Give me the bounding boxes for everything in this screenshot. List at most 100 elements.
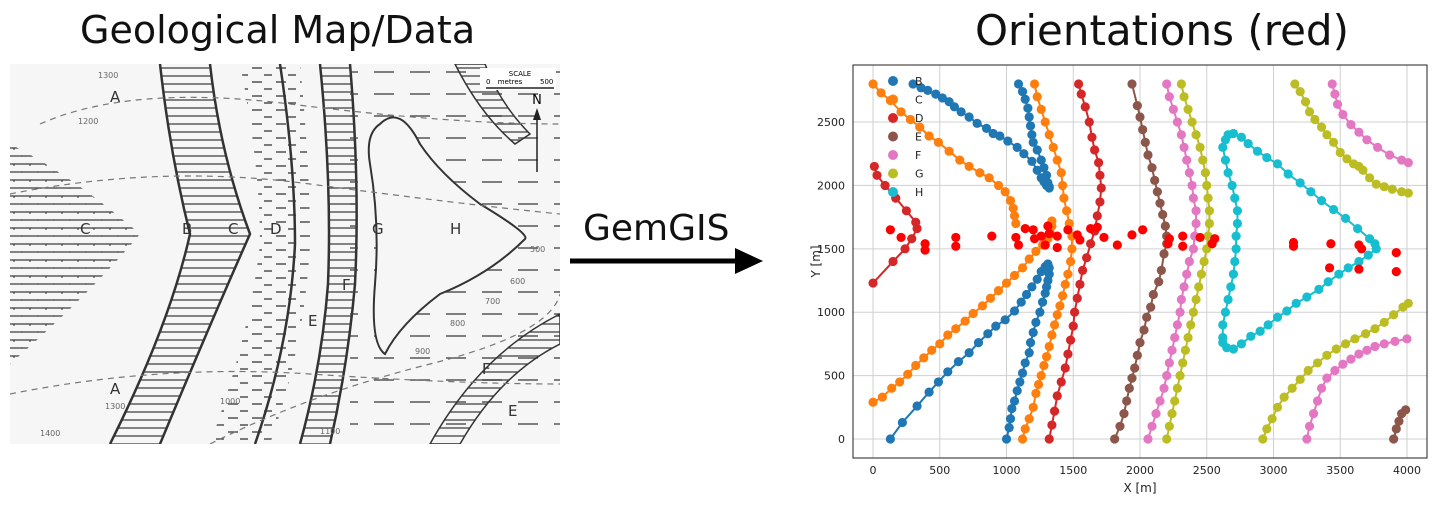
series-point-C	[1057, 291, 1068, 301]
series-point-C	[1039, 360, 1049, 371]
series-point-C	[1040, 117, 1050, 127]
series-point-F	[1362, 135, 1372, 145]
series-point-C	[1044, 341, 1054, 352]
orientation-point	[1020, 223, 1030, 234]
series-point-B	[1004, 422, 1014, 433]
series-point-G	[1195, 142, 1205, 153]
series-point-E	[1124, 383, 1134, 393]
series-point-C	[935, 339, 945, 349]
series-point-C	[1031, 388, 1041, 398]
y-tick-label: 0	[838, 433, 845, 446]
series-point-D	[1060, 363, 1070, 373]
orientation-point	[1063, 225, 1073, 235]
series-point-B	[1009, 306, 1020, 316]
series-point-F	[1176, 130, 1186, 140]
series-point-F	[1164, 92, 1174, 102]
y-tick-label: 500	[824, 370, 845, 383]
series-point-B	[885, 434, 895, 444]
series-point-F	[1172, 320, 1182, 330]
series-point-C	[1052, 155, 1062, 165]
orientation-point	[1178, 231, 1188, 241]
series-point-G	[1290, 79, 1300, 89]
series-point-E	[1152, 187, 1162, 197]
orientation-point	[1391, 267, 1401, 277]
series-point-B	[1020, 94, 1030, 104]
series-point-F	[1385, 150, 1395, 160]
series-point-E	[1135, 338, 1145, 348]
series-point-H	[1226, 282, 1236, 292]
series-point-D	[1056, 377, 1066, 387]
series-point-H	[1295, 178, 1305, 188]
legend-marker-G	[888, 168, 898, 179]
series-point-H	[1354, 256, 1364, 267]
series-point-C	[868, 397, 878, 407]
series-point-H	[1231, 244, 1241, 254]
orientation-point	[1127, 230, 1137, 240]
series-point-B	[953, 357, 964, 367]
series-point-C	[1049, 320, 1060, 330]
orientation-point	[1138, 225, 1148, 235]
series-point-F	[1330, 365, 1340, 376]
series-point-H	[1228, 344, 1239, 354]
svg-text:1200: 1200	[78, 117, 98, 126]
series-point-G	[1170, 396, 1180, 406]
map-unit-label: C	[228, 220, 238, 238]
series-point-B	[1044, 263, 1054, 273]
series-point-B	[933, 377, 944, 387]
series-point-B	[931, 89, 941, 99]
series-point-C	[1057, 180, 1068, 191]
series-point-C	[1055, 301, 1065, 311]
x-tick-label: 0	[870, 464, 877, 477]
series-point-F	[1176, 294, 1186, 305]
series-point-B	[1024, 348, 1034, 358]
series-point-G	[1203, 193, 1213, 203]
series-point-F	[1155, 396, 1165, 406]
series-point-D	[1073, 79, 1084, 89]
series-point-C	[984, 173, 994, 183]
series-point-E	[1115, 421, 1125, 431]
series-point-G	[1360, 329, 1371, 339]
series-point-F	[1316, 383, 1327, 393]
series-point-E	[1135, 112, 1145, 122]
map-unit-label: F	[482, 360, 491, 378]
orientation-point	[1011, 232, 1021, 243]
series-point-E	[1160, 221, 1170, 231]
series-point-D	[1092, 211, 1102, 221]
series-point-H	[1220, 155, 1231, 165]
series-point-H	[1255, 326, 1265, 336]
series-point-C	[911, 360, 921, 371]
svg-text:800: 800	[450, 319, 465, 328]
series-point-G	[1304, 107, 1315, 117]
series-point-B	[1000, 315, 1010, 325]
orientation-point	[987, 231, 997, 241]
series-point-B	[1027, 156, 1037, 166]
series-point-G	[1342, 154, 1352, 164]
series-point-H	[1272, 159, 1283, 169]
series-point-G	[1403, 188, 1413, 198]
series-point-C	[1052, 310, 1062, 320]
legend-label-B: B	[915, 75, 923, 88]
series-point-B	[964, 112, 974, 122]
series-point-D	[868, 278, 878, 288]
series-point-G	[1389, 310, 1399, 320]
series-point-C	[1000, 187, 1010, 197]
series-point-F	[1312, 396, 1323, 406]
series-point-G	[1202, 180, 1212, 191]
series-point-G	[1183, 332, 1193, 343]
series-point-F	[1188, 244, 1198, 254]
series-point-F	[1175, 307, 1185, 317]
series-point-G	[1350, 334, 1360, 344]
series-point-G	[1331, 344, 1341, 354]
y-tick-label: 2500	[817, 116, 845, 129]
series-point-F	[1168, 104, 1178, 114]
series-point-G	[1183, 104, 1193, 114]
series-point-G	[1370, 324, 1380, 334]
series-point-G	[1316, 122, 1327, 132]
series-point-F	[1151, 409, 1161, 419]
series-point-E	[1156, 265, 1166, 275]
svg-text:900: 900	[415, 347, 430, 356]
y-tick-label: 1000	[817, 306, 845, 319]
series-point-F	[1308, 409, 1319, 419]
series-point-E	[1138, 125, 1148, 135]
series-point-C	[1061, 206, 1072, 216]
